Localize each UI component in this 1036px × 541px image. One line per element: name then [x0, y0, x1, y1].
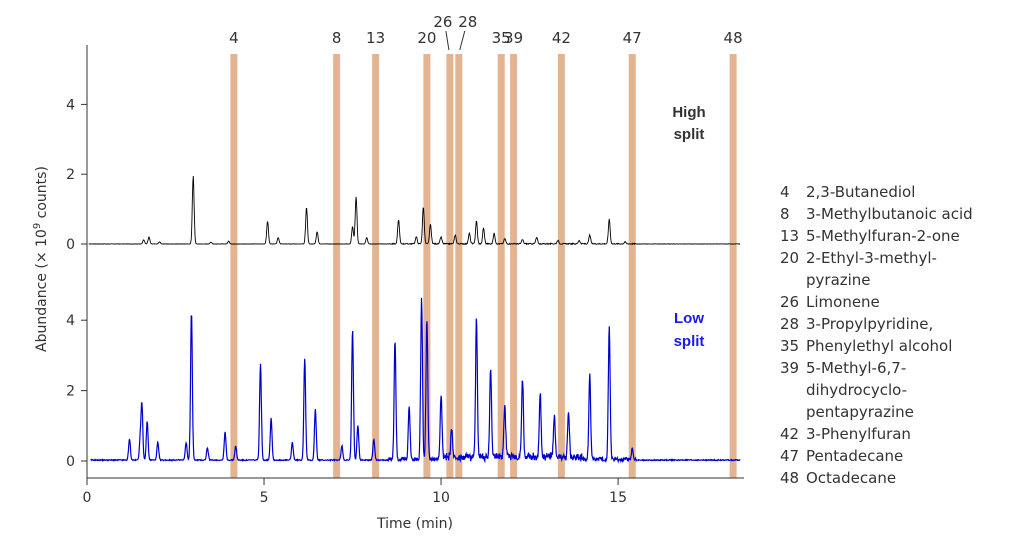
marker-label-4: 4 [229, 29, 239, 47]
marker-band-47 [628, 54, 636, 478]
compound-legend: 4 2,3-Butanediol 8 3-Methylbutanoic acid 13 5… [780, 181, 973, 489]
y-axis-title: Abundance (× 109 counts)Abundance (× 10^… [32, 166, 50, 352]
y-tick-label: 2 [66, 167, 75, 183]
legend-item-number: 47 [780, 447, 800, 465]
marker-label-20: 20 [417, 29, 436, 47]
y-axis-title-sup: 9 [32, 223, 43, 229]
legend-item-number: 8 [780, 205, 790, 223]
marker-label-8: 8 [332, 29, 342, 47]
y-tick-label: 2 [66, 384, 75, 400]
legend-item-8: 8 3-Methylbutanoic acid [780, 203, 973, 225]
y-tick-label: 4 [66, 97, 75, 113]
legend-item-name: Limonene [806, 293, 880, 311]
legend-item-13: 13 5-Methylfuran-2-one [780, 225, 973, 247]
legend-item-number: 20 [780, 249, 800, 267]
legend-item-number: 28 [780, 315, 800, 333]
marker-band-28 [455, 54, 463, 478]
legend-item-name: 2-Ethyl-3-methyl- pyrazine [806, 249, 937, 289]
marker-leader-26 [445, 30, 450, 51]
x-tick-label: 5 [260, 490, 269, 506]
panel-label-line1: Low [674, 310, 704, 327]
marker-band-26 [446, 54, 454, 478]
marker-label-13: 13 [366, 29, 385, 47]
panel-label-line1: High [672, 104, 705, 121]
marker-band-42 [557, 54, 565, 478]
marker-band-35 [497, 54, 505, 478]
marker-band-39 [510, 54, 518, 478]
legend-item-35: 35 Phenylethyl alcohol [780, 335, 973, 357]
trace-high-split [88, 175, 741, 246]
marker-band-20 [423, 54, 431, 478]
legend-item-name: 5-Methyl-6,7- dihydrocyclo- pentapyrazin… [806, 359, 914, 421]
marker-band-13 [372, 54, 380, 478]
legend-item-name: 5-Methylfuran-2-one [806, 227, 960, 245]
legend-item-26: 26 Limonene [780, 291, 973, 313]
x-axis-title: Time (min) [376, 516, 453, 532]
legend-item-48: 48 Octadecane [780, 467, 973, 489]
legend-item-47: 47 Pentadecane [780, 445, 973, 467]
y-tick-label: 4 [66, 313, 75, 329]
panel-label-line2: split [674, 333, 705, 350]
legend-item-39: 39 5-Methyl-6,7- dihydrocyclo- pentapyraz… [780, 357, 973, 423]
y-tick-label: 0 [66, 454, 75, 470]
legend-item-name: Pentadecane [806, 447, 904, 465]
legend-item-number: 48 [780, 469, 800, 487]
legend-item-20: 20 2-Ethyl-3-methyl- pyrazine [780, 247, 973, 291]
legend-item-42: 42 3-Phenylfuran [780, 423, 973, 445]
marker-leader-28 [459, 30, 466, 51]
legend-item-name: 2,3-Butanediol [806, 183, 916, 201]
y-axis-title-main: Abundance (× 10 [34, 229, 50, 352]
marker-label-42: 42 [552, 29, 571, 47]
legend-item-name: 3-Phenylfuran [806, 425, 911, 443]
marker-label-39: 39 [504, 29, 523, 47]
legend-item-number: 39 [780, 359, 800, 377]
marker-label-26: 26 [433, 13, 452, 31]
x-tick-label: 15 [609, 490, 627, 506]
legend-item-4: 4 2,3-Butanediol [780, 181, 973, 203]
marker-band-4 [230, 54, 238, 478]
legend-item-number: 35 [780, 337, 800, 355]
legend-item-name: 3-Methylbutanoic acid [806, 205, 973, 223]
marker-label-47: 47 [623, 29, 642, 47]
legend-item-name: Phenylethyl alcohol [806, 337, 953, 355]
legend-item-name: 3-Propylpyridine, [806, 315, 934, 333]
trace-low-split [90, 297, 741, 464]
marker-band-48 [729, 54, 737, 478]
x-tick-label: 10 [432, 490, 450, 506]
legend-item-number: 13 [780, 227, 800, 245]
panel-label-line2: split [674, 126, 705, 143]
marker-label-48: 48 [724, 29, 743, 47]
marker-band-8 [333, 54, 341, 478]
y-axis-title-tail: counts) [34, 166, 50, 223]
legend-item-name: Octadecane [806, 469, 897, 487]
legend-item-number: 42 [780, 425, 800, 443]
x-tick-label: 0 [83, 490, 92, 506]
legend-item-number: 4 [780, 183, 790, 201]
marker-label-28: 28 [458, 13, 477, 31]
y-tick-label: 0 [66, 237, 75, 253]
legend-item-number: 26 [780, 293, 800, 311]
legend-item-28: 28 3-Propylpyridine, [780, 313, 973, 335]
marker-label-35: 35 [492, 29, 511, 47]
